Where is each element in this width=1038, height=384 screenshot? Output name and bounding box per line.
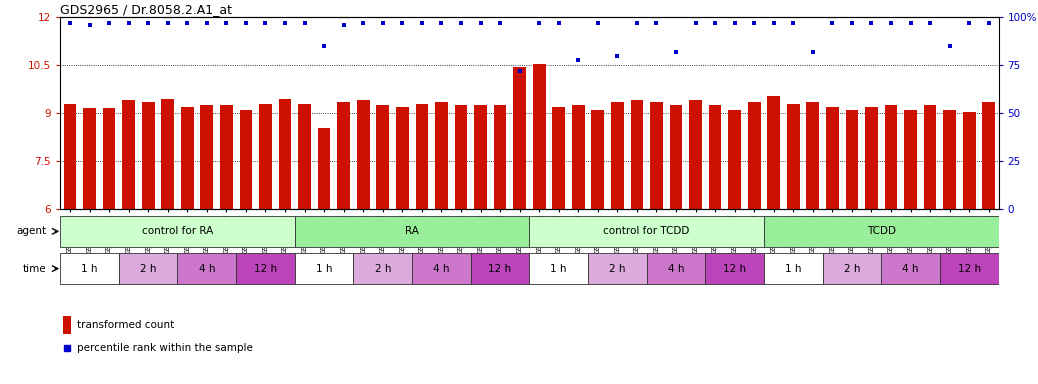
Text: time: time [23, 263, 47, 274]
Bar [650, 102, 663, 209]
Bar [357, 101, 370, 209]
Bar [83, 109, 95, 209]
Text: GDS2965 / Dr.8058.2.A1_at: GDS2965 / Dr.8058.2.A1_at [60, 3, 233, 16]
Bar [295, 216, 529, 247]
Bar [592, 110, 604, 209]
Bar [318, 128, 330, 209]
Bar [924, 105, 936, 209]
Bar [881, 253, 940, 284]
Bar [826, 107, 839, 209]
Bar [709, 105, 721, 209]
Bar [764, 253, 823, 284]
Bar [412, 253, 471, 284]
Bar [939, 253, 999, 284]
Bar [60, 216, 295, 247]
Bar [161, 99, 174, 209]
Bar [647, 253, 706, 284]
Bar [611, 102, 624, 209]
Text: 4 h: 4 h [902, 263, 919, 274]
Bar [865, 107, 878, 209]
Bar [435, 102, 447, 209]
Bar [807, 102, 819, 209]
Bar [529, 216, 764, 247]
Bar [415, 104, 429, 209]
Bar [884, 105, 898, 209]
Bar [260, 104, 272, 209]
Text: 1 h: 1 h [785, 263, 801, 274]
Text: 2 h: 2 h [140, 263, 157, 274]
Bar [278, 99, 292, 209]
Bar [670, 105, 682, 209]
Text: agent: agent [17, 226, 47, 237]
Text: TCDD: TCDD [867, 226, 896, 237]
Bar [395, 107, 409, 209]
Text: control for TCDD: control for TCDD [603, 226, 690, 237]
Bar [181, 107, 194, 209]
Bar [822, 253, 881, 284]
Bar [353, 253, 412, 284]
Text: transformed count: transformed count [77, 320, 173, 330]
Text: control for RA: control for RA [142, 226, 213, 237]
Bar [982, 102, 995, 209]
Text: 4 h: 4 h [198, 263, 215, 274]
Bar [846, 110, 858, 209]
Text: RA: RA [405, 226, 419, 237]
Bar [630, 101, 644, 209]
Bar [220, 105, 233, 209]
Bar [62, 316, 71, 333]
Text: 12 h: 12 h [489, 263, 512, 274]
Bar [60, 253, 118, 284]
Bar [513, 67, 526, 209]
Text: 2 h: 2 h [844, 263, 861, 274]
Bar [532, 64, 546, 209]
Bar [764, 216, 999, 247]
Bar [377, 105, 389, 209]
Bar [588, 253, 647, 284]
Text: 1 h: 1 h [316, 263, 332, 274]
Text: 12 h: 12 h [723, 263, 746, 274]
Text: 2 h: 2 h [609, 263, 626, 274]
Bar [337, 102, 350, 209]
Bar [240, 110, 252, 209]
Text: 12 h: 12 h [254, 263, 277, 274]
Bar [689, 101, 702, 209]
Bar [236, 253, 295, 284]
Text: 4 h: 4 h [433, 263, 449, 274]
Bar [474, 105, 487, 209]
Bar [944, 110, 956, 209]
Text: percentile rank within the sample: percentile rank within the sample [77, 343, 252, 354]
Bar [122, 101, 135, 209]
Bar [142, 102, 155, 209]
Bar [298, 104, 311, 209]
Bar [494, 105, 507, 209]
Bar [200, 105, 213, 209]
Bar [787, 104, 799, 209]
Bar [767, 96, 781, 209]
Bar [118, 253, 177, 284]
Bar [552, 107, 565, 209]
Text: 1 h: 1 h [81, 263, 98, 274]
Bar [572, 105, 584, 209]
Text: 2 h: 2 h [375, 263, 391, 274]
Text: 12 h: 12 h [958, 263, 981, 274]
Bar [729, 110, 741, 209]
Bar [455, 105, 467, 209]
Bar [747, 102, 761, 209]
Text: 4 h: 4 h [667, 263, 684, 274]
Bar [963, 112, 976, 209]
Bar [103, 109, 115, 209]
Text: 1 h: 1 h [550, 263, 567, 274]
Bar [471, 253, 529, 284]
Bar [904, 110, 917, 209]
Bar [529, 253, 588, 284]
Bar [177, 253, 236, 284]
Bar [705, 253, 764, 284]
Bar [295, 253, 353, 284]
Bar [63, 104, 77, 209]
